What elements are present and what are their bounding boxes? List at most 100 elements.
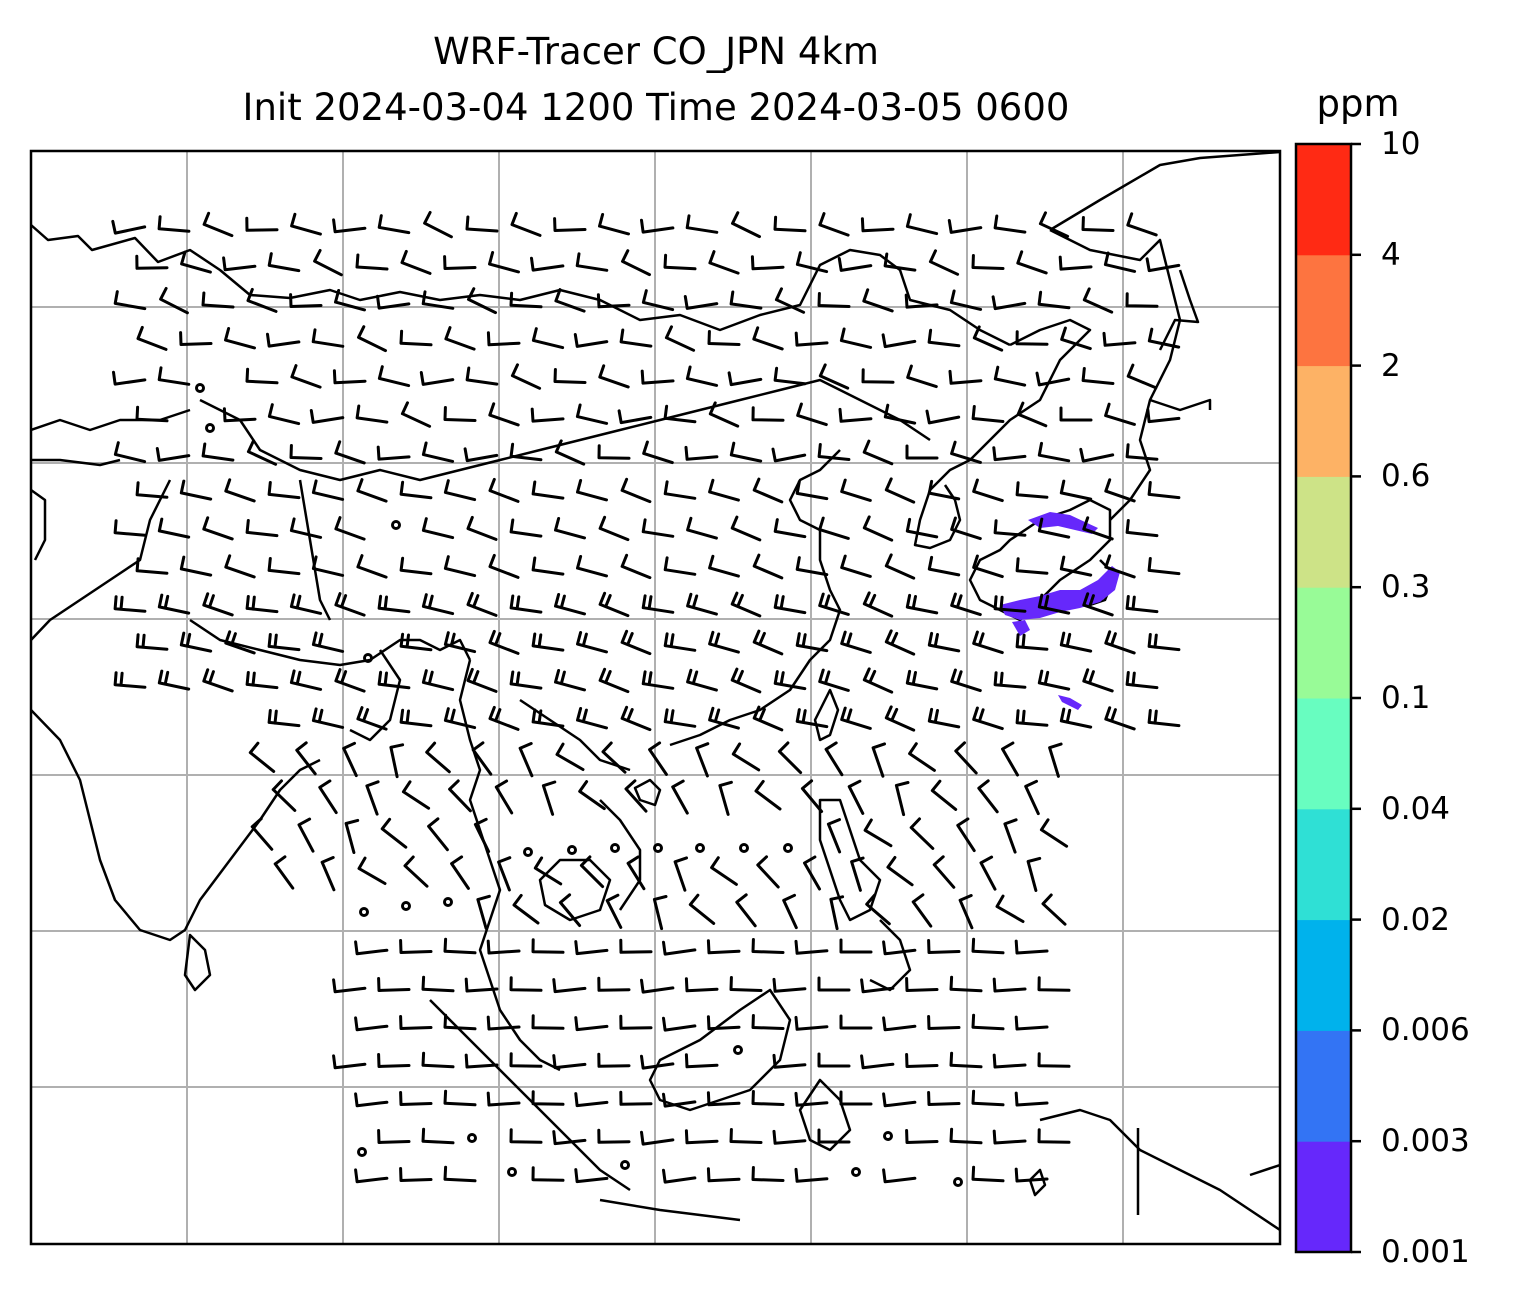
wind-barb <box>706 939 741 955</box>
wind-barb <box>1014 1091 1049 1107</box>
wind-barb <box>179 555 213 577</box>
wind-barb <box>894 781 910 817</box>
wind-barb <box>553 368 587 384</box>
wind-barb <box>730 591 762 618</box>
wind-barb <box>840 706 872 730</box>
wind-barb <box>267 403 301 426</box>
wind-barb <box>751 1166 785 1182</box>
colorbar-tick-label: 0.1 <box>1381 680 1431 716</box>
wind-barb <box>476 894 491 930</box>
colorbar-tick-label: 0.04 <box>1381 790 1451 827</box>
coastlines <box>31 151 1280 1232</box>
wind-barb <box>311 555 345 577</box>
wind-barb <box>509 670 543 690</box>
wind-barb <box>683 295 719 310</box>
wind-barb <box>706 1167 741 1183</box>
wind-barb <box>509 1052 543 1068</box>
wind-barb <box>927 707 961 729</box>
wind-barb <box>425 741 451 774</box>
wind-barb <box>773 366 807 386</box>
wind-barb <box>488 251 520 274</box>
wind-barb <box>860 978 895 994</box>
wind-barb <box>992 1129 1027 1145</box>
wind-barb <box>552 978 587 994</box>
wind-barb <box>847 779 865 815</box>
wind-barb <box>1082 668 1114 693</box>
wind-barb <box>245 367 279 385</box>
wind-barb <box>992 1053 1027 1069</box>
wind-barb <box>541 780 557 816</box>
wind-barb <box>772 1053 807 1069</box>
wind-barb <box>839 1014 873 1030</box>
wind-barb <box>663 708 697 728</box>
wind-barb <box>531 327 565 350</box>
wind-barb <box>342 741 358 778</box>
wind-barb <box>443 1013 477 1031</box>
wind-barb <box>641 518 675 538</box>
wind-barb <box>202 668 234 693</box>
wind-barb <box>684 445 719 461</box>
wind-barb <box>201 442 235 462</box>
wind-barb <box>993 519 1027 537</box>
wind-barb <box>752 477 784 504</box>
wind-barb <box>617 409 653 425</box>
wind-barb <box>311 479 345 501</box>
wind-barb <box>824 741 844 777</box>
wind-barb <box>1058 255 1093 271</box>
wind-barb <box>803 855 821 891</box>
wind-barb <box>706 1091 741 1107</box>
wind-barb <box>950 668 982 693</box>
wind-barb <box>686 668 718 692</box>
wind-barb <box>466 667 498 693</box>
wind-barb <box>861 368 895 384</box>
wind-barb <box>552 1130 587 1146</box>
wind-barb <box>927 555 961 577</box>
wind-barb <box>905 444 939 460</box>
wind-barb <box>1146 408 1181 424</box>
wind-barb <box>729 1128 763 1144</box>
wind-barb <box>399 632 433 652</box>
wind-barb <box>509 976 543 992</box>
wind-barb <box>641 289 675 312</box>
colorbar-segment <box>1296 365 1351 477</box>
wind-barb <box>619 938 653 954</box>
wind-barb <box>444 326 476 351</box>
wind-barb <box>246 439 278 466</box>
calm-wind-marker <box>443 897 453 907</box>
wind-barb <box>956 817 976 853</box>
colorbar-tick-label: 2 <box>1381 347 1401 384</box>
wind-barb <box>800 779 824 813</box>
wind-barb <box>605 893 623 929</box>
wind-barb <box>598 591 630 618</box>
wind-barb <box>971 937 1005 955</box>
wind-barb <box>332 1054 367 1070</box>
wind-barb <box>624 779 648 813</box>
wind-barb <box>1125 443 1159 461</box>
wind-barb <box>531 1166 565 1182</box>
wind-barb <box>708 630 740 654</box>
wind-barb <box>927 328 961 348</box>
wind-barb <box>640 978 675 994</box>
wind-barb <box>839 1090 873 1106</box>
wind-barb <box>1016 250 1048 275</box>
wind-barb <box>751 406 785 422</box>
wind-barb <box>950 440 982 464</box>
wind-barb <box>473 817 491 853</box>
wind-barb <box>718 780 733 816</box>
wind-barb <box>773 518 807 539</box>
wind-barb <box>685 365 719 387</box>
wind-barb <box>598 364 630 389</box>
wind-barb <box>421 669 455 692</box>
wind-barb <box>1037 593 1071 615</box>
wind-barb <box>840 478 872 502</box>
wind-barb <box>708 706 740 730</box>
wind-barb <box>576 631 608 654</box>
wind-barb <box>157 593 191 615</box>
wind-barb <box>574 940 609 956</box>
colorbar-tick-label: 10 <box>1381 126 1421 162</box>
wind-barb <box>818 212 850 237</box>
wind-barb <box>488 705 520 731</box>
colorbar-segment <box>1296 587 1351 699</box>
wind-barb <box>1041 893 1067 926</box>
wind-barb <box>972 706 1004 731</box>
